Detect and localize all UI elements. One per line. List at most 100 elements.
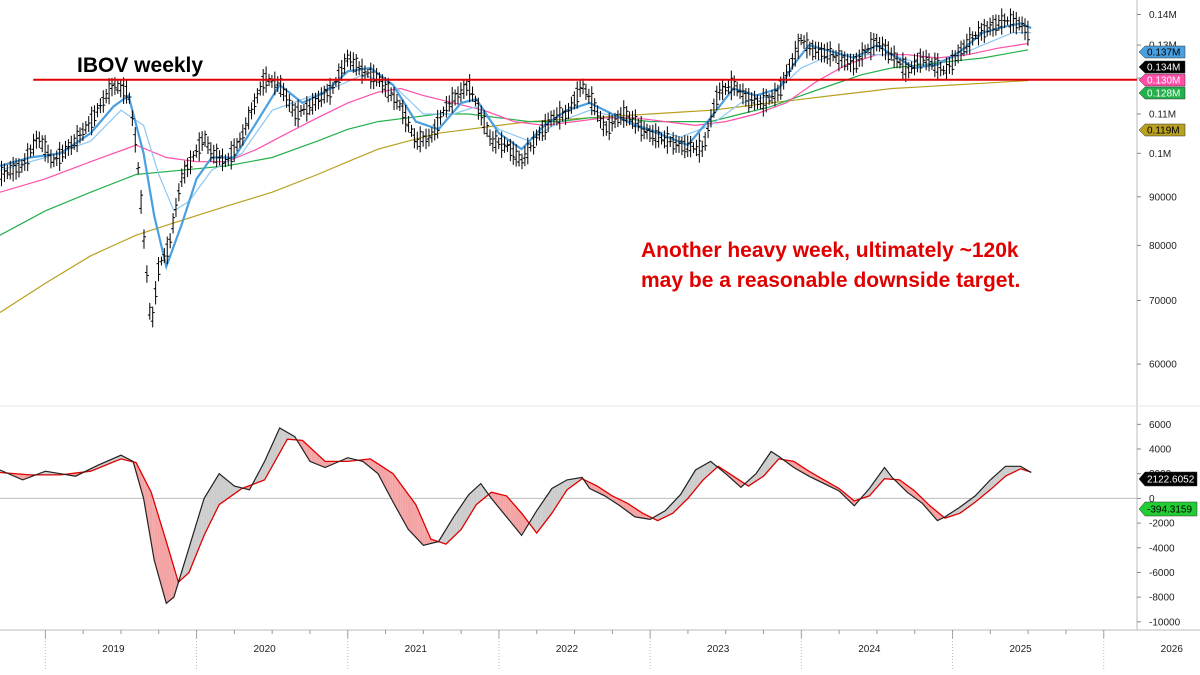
time-axis: 2019 2020 2021 2022 2023 2024 2025 2026 [44, 630, 1183, 670]
macd-fill-negative [503, 495, 506, 516]
macd-fill-negative [500, 494, 504, 513]
macd-fill-positive [545, 494, 548, 523]
macd-fill-positive [694, 469, 698, 490]
macd-fill-positive [766, 455, 769, 474]
ma-line-fast [0, 22, 1032, 271]
macd-fill-positive [449, 519, 452, 541]
macd-fill-negative [400, 483, 403, 520]
macd-fill-negative [628, 504, 631, 514]
macd-fill-negative [591, 483, 595, 491]
macd-fill-negative [311, 449, 315, 464]
macd-fill-positive [468, 492, 472, 517]
time-tick-label: 2021 [405, 644, 428, 655]
macd-fill-negative [515, 506, 519, 532]
macd-fill-positive [866, 488, 870, 497]
macd-fill-positive [704, 463, 708, 479]
macd-fill-positive [684, 483, 688, 502]
macd-fill-positive [1004, 466, 1007, 478]
price-tick-label: 60000 [1149, 360, 1177, 371]
macd-fill-negative [412, 500, 415, 537]
macd-fill-positive [459, 505, 462, 532]
macd-fill-positive [768, 451, 771, 471]
macd-fill-positive [262, 460, 266, 481]
macd-fill-negative [324, 460, 327, 468]
macd-tick-label: -4000 [1149, 543, 1175, 554]
macd-fill-negative [402, 486, 406, 524]
macd-fill-positive [672, 500, 676, 514]
macd-fill-positive [689, 475, 693, 497]
macd-tick-label: 6000 [1149, 420, 1172, 431]
ma-line-30-period [0, 42, 1029, 193]
macd-fill-negative [166, 543, 170, 603]
macd-fill-negative [316, 453, 320, 466]
macd-fill-negative [427, 530, 430, 545]
macd-fill-negative [635, 508, 639, 518]
macd-fill-negative [22, 474, 25, 480]
macd-fill-negative [164, 535, 167, 603]
macd-fill-positive [549, 488, 553, 516]
macd-fill-positive [44, 471, 47, 475]
macd-fill-positive [709, 461, 712, 475]
macd-fill-positive [478, 484, 482, 503]
macd-fill-positive [461, 501, 465, 529]
macd-panel [0, 427, 1032, 605]
macd-fill-positive [569, 479, 573, 488]
macd-fill-negative [397, 480, 401, 515]
macd-fill-positive [471, 489, 474, 513]
signal-value-tag-bg [1138, 501, 1198, 517]
macd-fill-positive [201, 499, 204, 543]
macd-fill-positive [451, 516, 455, 539]
macd-fill-negative [520, 511, 523, 535]
price-value-tag: 0.119M [1147, 126, 1180, 137]
macd-fill-positive [699, 466, 703, 484]
macd-fill-positive [454, 512, 457, 537]
macd-fill-positive [220, 475, 224, 504]
macd-fill-negative [159, 519, 163, 589]
macd-fill-negative [419, 513, 423, 545]
macd-fill-positive [989, 478, 992, 491]
macd-fill-positive [537, 505, 541, 532]
price-value-tag: 0.130M [1147, 76, 1180, 87]
price-value-tag-bg [1138, 60, 1186, 74]
time-tick-label: 2025 [1009, 644, 1032, 655]
macd-fill-positive [203, 494, 207, 537]
macd-fill-positive [213, 478, 217, 517]
macd-fill-positive [660, 512, 663, 520]
macd-fill-positive [196, 515, 199, 555]
macd-fill-negative [314, 451, 317, 465]
macd-fill-negative [383, 467, 386, 488]
time-tick-label: 2020 [253, 644, 276, 655]
macd-fill-negative [623, 501, 627, 511]
macd-fill-positive [540, 502, 543, 529]
macd-fill-positive [687, 479, 690, 499]
macd-fill-positive [279, 428, 283, 453]
macd-fill-positive [1009, 466, 1012, 475]
macd-fill-positive [662, 510, 666, 519]
value-tags: 0.137M 0.134M 0.130M 0.128M 0.119M 2122.6052 -… [1138, 45, 1198, 517]
macd-tick-label: 0 [1149, 494, 1155, 505]
macd-fill-positive [763, 458, 767, 477]
macd-fill-positive [670, 502, 673, 515]
macd-fill-negative [844, 492, 848, 499]
macd-fill-negative [390, 471, 393, 502]
macd-fill-negative [935, 510, 938, 521]
macd-fill-positive [999, 469, 1002, 482]
macd-fill-positive [216, 474, 219, 512]
macd-fill-positive [986, 480, 990, 493]
macd-fill-negative [518, 509, 521, 535]
macd-fill-positive [707, 461, 710, 477]
macd-fill-positive [557, 484, 560, 505]
macd-fill-positive [272, 438, 275, 466]
macd-line [0, 427, 1032, 605]
macd-fill-positive [547, 491, 550, 519]
macd-fill-positive [198, 507, 202, 549]
macd-fill-negative [633, 507, 636, 518]
macd-fill-positive [775, 454, 779, 463]
macd-fill-negative [417, 508, 420, 542]
price-tick-label: 90000 [1149, 192, 1177, 203]
macd-fill-negative [157, 511, 160, 580]
macd-fill-negative [137, 465, 140, 486]
macd-fill-positive [189, 539, 192, 573]
macd-fill-positive [994, 474, 997, 487]
macd-fill-positive [191, 531, 194, 567]
